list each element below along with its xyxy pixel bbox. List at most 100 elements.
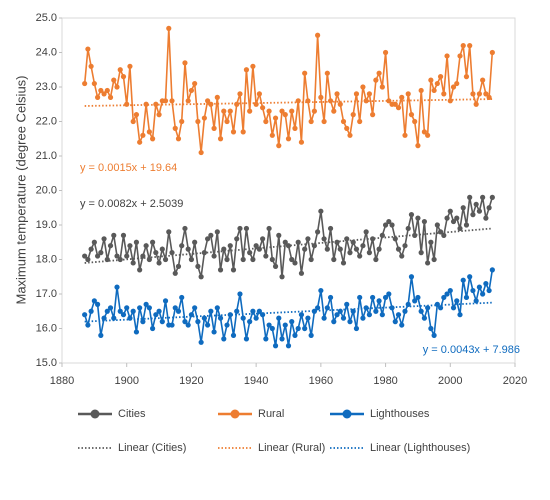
data-point [289,108,295,114]
data-point [460,277,466,283]
data-point [101,91,107,97]
data-point [201,250,207,256]
data-point [91,80,97,87]
data-point [389,305,395,311]
data-point [405,225,411,232]
data-point [454,80,460,87]
data-point [357,118,363,125]
data-point [450,305,457,311]
y-tick-label: 20.0 [36,184,57,196]
legend-marker [230,409,240,419]
data-point [88,246,94,252]
data-point [292,332,298,338]
data-point [94,253,101,259]
trend-line [84,98,493,107]
data-point [457,225,463,232]
data-point [431,87,437,94]
data-point [353,325,360,332]
data-point [457,312,463,318]
data-point [334,239,340,245]
data-point [405,301,411,307]
data-point [327,225,334,232]
data-point [198,274,204,280]
data-point [269,256,275,263]
data-point [382,49,389,56]
data-point [127,315,133,321]
data-point [285,343,292,349]
data-point [276,232,282,238]
data-point [373,77,379,83]
data-point [437,229,444,235]
data-point [114,84,120,90]
data-point [114,253,120,259]
data-point [127,63,133,69]
data-point [321,315,327,321]
data-point [234,236,240,242]
data-point [166,229,172,235]
data-point [444,53,450,59]
data-point [227,243,233,249]
trend-line [84,301,493,323]
data-point [370,112,376,118]
data-point [347,250,353,256]
data-point [230,129,237,135]
data-point [376,298,382,304]
data-point [111,232,117,238]
data-point [91,298,97,304]
data-point [415,294,421,301]
trend-equation: y = 0.0082x + 2.5039 [80,198,183,210]
data-point [214,305,220,311]
data-point [272,115,279,121]
data-point [166,25,172,31]
data-point [185,98,191,104]
data-point [253,243,259,249]
data-point [192,239,198,245]
y-tick-label: 22.0 [36,115,57,127]
data-point [111,315,117,321]
data-point [353,91,360,97]
data-point [195,319,201,325]
data-point [315,32,321,38]
y-axis-label: Maximum temperature (degree Celsius) [13,75,28,304]
data-point [127,243,133,249]
data-point [360,315,366,321]
data-point [260,312,266,318]
data-point [337,308,343,314]
data-point [234,101,240,107]
x-tick-label: 1920 [179,375,203,387]
data-point [392,236,398,242]
data-point [150,325,156,332]
data-point [450,218,457,225]
data-point [486,94,492,100]
data-point [344,236,350,242]
data-point [402,243,408,249]
data-point [305,98,311,104]
data-point [156,308,162,314]
data-point [454,215,460,221]
data-point [85,322,91,328]
data-point [408,274,415,280]
data-point [260,105,266,111]
data-point [489,267,495,273]
data-point [437,74,444,80]
data-point [324,70,330,76]
data-point [360,84,366,90]
data-point [363,229,369,235]
data-point [146,256,152,263]
data-point [489,49,495,56]
data-point [272,263,279,269]
data-point [376,246,382,252]
data-point [302,246,308,252]
data-point [305,236,311,242]
y-tick-label: 18.0 [36,253,57,265]
y-tick-label: 24.0 [36,46,57,58]
data-point [392,319,398,325]
data-point [389,222,395,228]
data-point [205,236,211,242]
data-point [195,118,201,125]
data-point [162,256,169,263]
data-point [382,294,389,301]
data-point [192,80,198,87]
data-point [295,325,301,332]
data-point [230,332,237,338]
